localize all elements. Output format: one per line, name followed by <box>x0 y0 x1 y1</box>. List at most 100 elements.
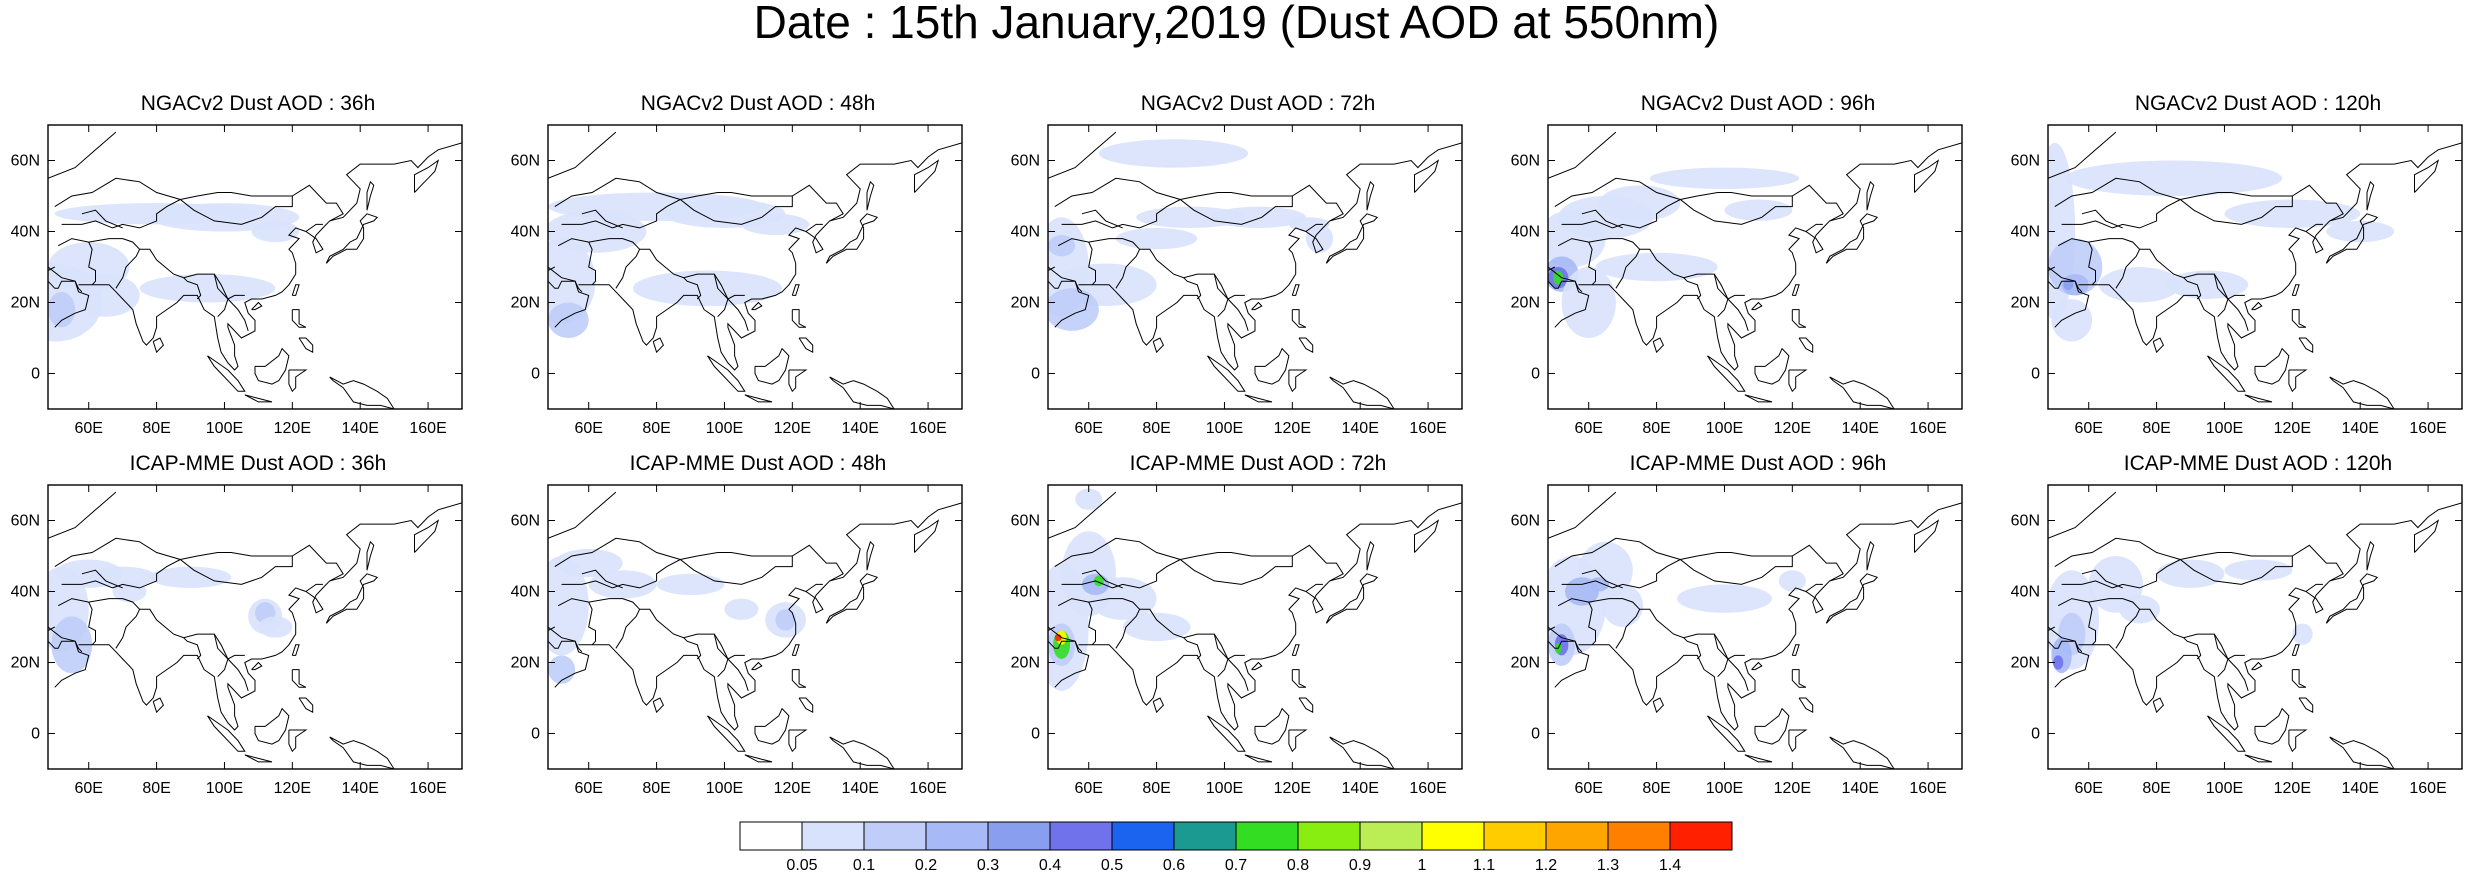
coastline <box>207 715 246 752</box>
x-tick-label: 60E <box>1074 780 1102 797</box>
coastline <box>2112 192 2293 229</box>
coastline <box>2088 241 2096 286</box>
coastline <box>88 241 96 286</box>
x-tick-label: 80E <box>1642 780 1670 797</box>
y-tick-label: 40N <box>2011 584 2040 601</box>
coastline <box>1798 337 1814 354</box>
coastline <box>1048 626 1083 653</box>
coastline <box>2251 661 2263 671</box>
coastline <box>1554 537 1681 568</box>
coastline <box>1557 238 1641 289</box>
x-tick-label: 120E <box>2274 780 2311 797</box>
coastline <box>578 142 962 371</box>
y-tick-label: 60N <box>11 513 40 530</box>
y-tick-label: 40N <box>1511 224 1540 241</box>
dust-plume <box>48 291 76 328</box>
colorbar-label: 0.6 <box>1163 857 1185 874</box>
coastline <box>207 355 246 392</box>
coastline <box>1744 754 1773 763</box>
coastline <box>2366 180 2375 211</box>
coastline <box>1914 519 1940 553</box>
dust-plume <box>1115 227 1198 250</box>
coastline <box>1048 131 1117 179</box>
coastline <box>288 369 308 393</box>
coastline <box>1048 266 1090 328</box>
coastline <box>227 298 249 332</box>
x-tick-label: 140E <box>842 780 879 797</box>
coastline <box>683 277 702 300</box>
coastline <box>578 502 962 731</box>
y-tick-label: 60N <box>1011 513 1040 530</box>
coastline <box>2291 284 2300 296</box>
coastline <box>2254 347 2290 385</box>
x-tick-label: 160E <box>909 420 946 437</box>
coastline <box>244 394 273 403</box>
x-tick-label: 100E <box>206 420 243 437</box>
x-tick-label: 160E <box>1409 780 1446 797</box>
coastline <box>639 608 745 660</box>
coastline <box>914 519 940 553</box>
coastline <box>81 569 123 589</box>
y-tick-label: 60N <box>1511 513 1540 530</box>
dust-plume <box>258 616 293 638</box>
coastline <box>2288 729 2308 753</box>
coastline <box>81 209 123 229</box>
y-tick-label: 20N <box>1011 295 1040 312</box>
x-tick-label: 80E <box>1642 420 1670 437</box>
y-tick-label: 40N <box>1011 584 1040 601</box>
coastline <box>829 736 895 769</box>
coastline <box>2054 537 2181 568</box>
colorbar-label: 1.3 <box>1597 857 1619 874</box>
coastline <box>805 583 823 592</box>
coastline <box>1054 177 1181 208</box>
x-tick-label: 120E <box>274 780 311 797</box>
coastline <box>2112 552 2293 589</box>
coastline <box>1291 284 1300 296</box>
x-tick-label: 80E <box>642 420 670 437</box>
x-tick-label: 60E <box>574 780 602 797</box>
dust-plume <box>1778 570 1806 592</box>
coastline <box>2292 544 2344 582</box>
coastline <box>1061 220 1113 229</box>
coastline <box>727 658 749 692</box>
coastline <box>1139 248 1245 300</box>
coastline <box>88 601 96 646</box>
coastline <box>48 131 117 179</box>
dust-plume <box>724 598 759 620</box>
dust-plume <box>2053 655 2064 670</box>
coastline <box>2048 626 2090 688</box>
coastline <box>1788 729 1808 753</box>
coastline <box>1305 223 1323 232</box>
coastline <box>1588 601 1596 646</box>
x-tick-label: 160E <box>2409 780 2446 797</box>
dust-aod-map: 60E 80E 100E 120E 140E 160E 60N 40N 20N 0 <box>1011 124 1463 437</box>
coastline <box>829 376 895 409</box>
dust-plume <box>548 556 589 656</box>
coastline <box>1578 142 1962 371</box>
y-tick-label: 0 <box>2031 726 2040 743</box>
coastline <box>751 301 763 311</box>
colorbar-swatch <box>987 821 1051 851</box>
colorbar-label: 1.4 <box>1659 857 1681 874</box>
coastline <box>112 552 293 589</box>
coastline <box>2227 658 2249 692</box>
dust-plume <box>2051 637 2072 674</box>
coastline <box>1292 544 1344 582</box>
map-frame <box>1047 124 1463 410</box>
colorbar-label: 1.1 <box>1473 857 1495 874</box>
panel-title: ICAP-MME Dust AOD : 120h <box>2123 452 2393 475</box>
coastline <box>1291 669 1307 688</box>
coastline <box>1207 715 1246 752</box>
coastline <box>1791 669 1807 688</box>
coastlines <box>48 131 462 409</box>
coastline <box>54 177 181 208</box>
coastline <box>2078 502 2462 731</box>
coastline <box>798 697 814 714</box>
coastline <box>305 223 323 232</box>
dust-aod-map: 60E 80E 100E 120E 140E 160E 60N 40N 20N 0 <box>2011 484 2463 797</box>
figure-title: Date : 15th January,2019 (Dust AOD at 55… <box>753 0 1720 48</box>
x-tick-label: 60E <box>74 420 102 437</box>
colorbar-swatch <box>1483 821 1547 851</box>
map-frame <box>47 484 463 770</box>
x-tick-label: 100E <box>206 780 243 797</box>
